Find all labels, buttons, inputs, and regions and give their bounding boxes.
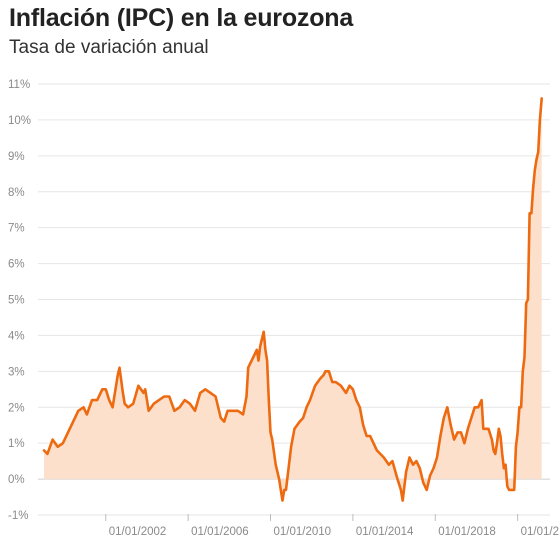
grid [38,83,550,516]
y-tick-label: 2% [8,402,25,414]
area-fill-layer [44,98,542,501]
y-tick-label: 5% [8,295,25,307]
y-tick-label: 4% [8,330,25,342]
x-tick-label: 01/01/2006 [191,526,249,538]
x-tick-label: 01/01/2022 [521,526,559,538]
inflation-area [44,98,542,501]
x-axis-ticks: 01/01/2002 01/01/2006 01/01/2010 01/01/2014… [105,514,559,538]
y-tick-label: 10% [8,115,31,127]
chart-subtitle: Tasa de variación anual [9,37,209,58]
y-tick-label: 6% [8,259,25,271]
y-tick-label: 8% [8,187,25,199]
chart-title: Inflación (IPC) en la eurozona [9,4,354,32]
y-tick-label: 3% [8,366,25,378]
x-tick-label: 01/01/2002 [109,526,167,538]
y-tick-label: 11% [8,79,30,91]
x-tick-label: 01/01/2018 [438,526,496,538]
x-tick-label: 01/01/2014 [356,526,414,538]
y-tick-label: 0% [8,474,25,486]
x-tick-label: 01/01/2010 [274,526,332,538]
y-tick-label: 1% [8,438,25,450]
y-tick-label: -1% [8,510,28,522]
y-tick-label: 7% [8,223,25,235]
y-tick-label: 9% [8,151,25,163]
y-axis-ticks: -1% 0% 1% 2% 3% 4% 5% 6% 7% 8% 9% 10% 11% [8,79,31,522]
line-layer [42,97,543,502]
inflation-line [42,97,543,502]
